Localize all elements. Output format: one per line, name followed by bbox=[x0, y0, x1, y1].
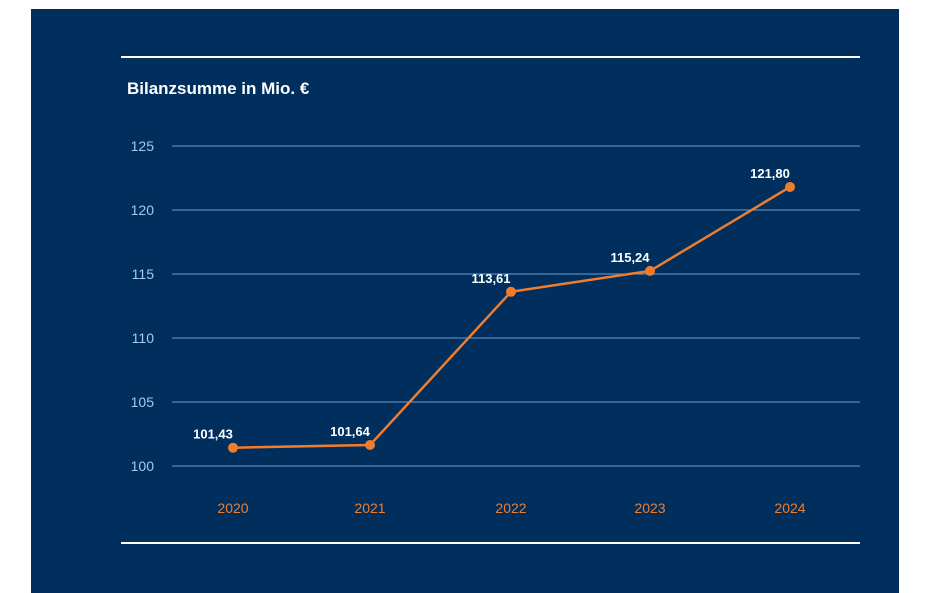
y-tick-label: 100 bbox=[131, 458, 155, 474]
data-point bbox=[506, 286, 516, 297]
data-label: 101,43 bbox=[193, 427, 233, 442]
y-tick-label: 110 bbox=[132, 330, 155, 346]
x-tick-label: 2021 bbox=[354, 500, 385, 516]
x-tick-label: 2023 bbox=[634, 500, 665, 516]
data-label: 101,64 bbox=[330, 424, 371, 439]
data-label: 113,61 bbox=[471, 271, 510, 286]
series-line bbox=[232, 185, 791, 449]
chart-panel: Bilanzsumme in Mio. € bbox=[31, 9, 899, 593]
data-label: 121,80 bbox=[750, 166, 790, 181]
y-tick-label: 120 bbox=[131, 202, 155, 218]
bottom-rule bbox=[121, 542, 860, 544]
x-tick-label: 2024 bbox=[774, 500, 805, 516]
y-tick-label: 125 bbox=[131, 138, 155, 154]
top-rule bbox=[121, 56, 860, 58]
x-tick-label: 2020 bbox=[217, 500, 248, 516]
chart-title: Bilanzsumme in Mio. € bbox=[127, 79, 310, 98]
data-point bbox=[365, 440, 375, 451]
x-tick-label: 2022 bbox=[495, 500, 526, 516]
data-label: 115,24 bbox=[610, 250, 650, 265]
y-tick-label: 105 bbox=[131, 394, 155, 410]
data-point bbox=[785, 181, 795, 192]
data-point bbox=[645, 265, 655, 276]
data-point bbox=[228, 442, 238, 453]
y-tick-label: 115 bbox=[132, 266, 155, 282]
